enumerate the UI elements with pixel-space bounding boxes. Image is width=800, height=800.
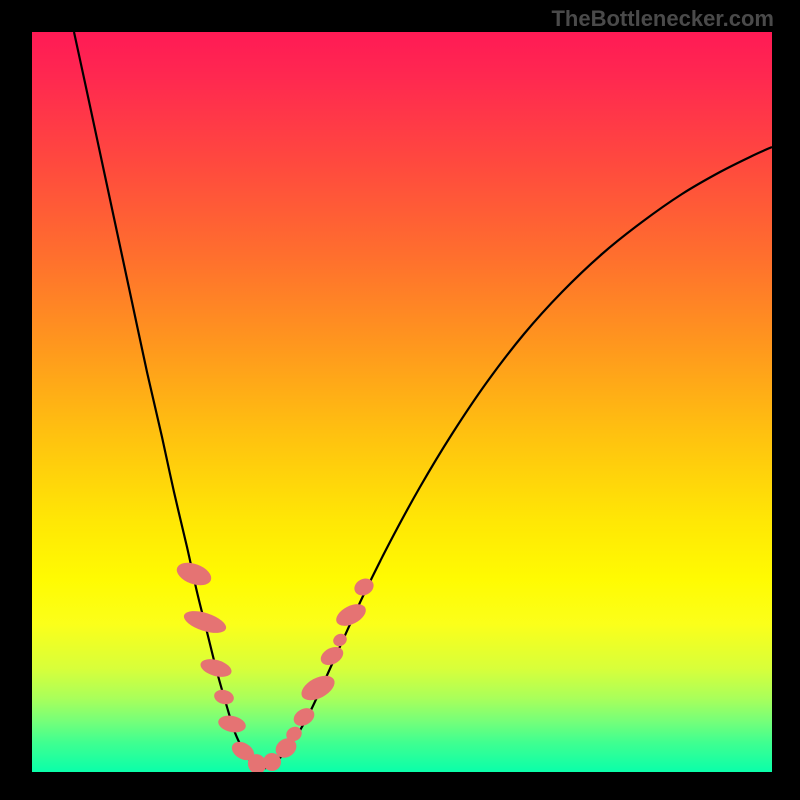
- curve-markers: [174, 558, 377, 772]
- curve-right-branch: [267, 147, 772, 767]
- curve-marker: [290, 705, 317, 730]
- plot-area: [32, 32, 772, 772]
- curve-marker: [351, 575, 376, 598]
- curve-marker: [174, 558, 215, 589]
- curve-marker: [213, 688, 236, 706]
- curve-marker: [217, 713, 248, 734]
- watermark-text: TheBottlenecker.com: [551, 6, 774, 32]
- curve-marker: [198, 656, 233, 680]
- curve-marker: [297, 671, 338, 706]
- curve-marker: [181, 607, 228, 638]
- curve-marker: [333, 600, 370, 631]
- chart-container: TheBottlenecker.com: [0, 0, 800, 800]
- bottleneck-curve: [32, 32, 772, 772]
- curve-left-branch: [74, 32, 257, 767]
